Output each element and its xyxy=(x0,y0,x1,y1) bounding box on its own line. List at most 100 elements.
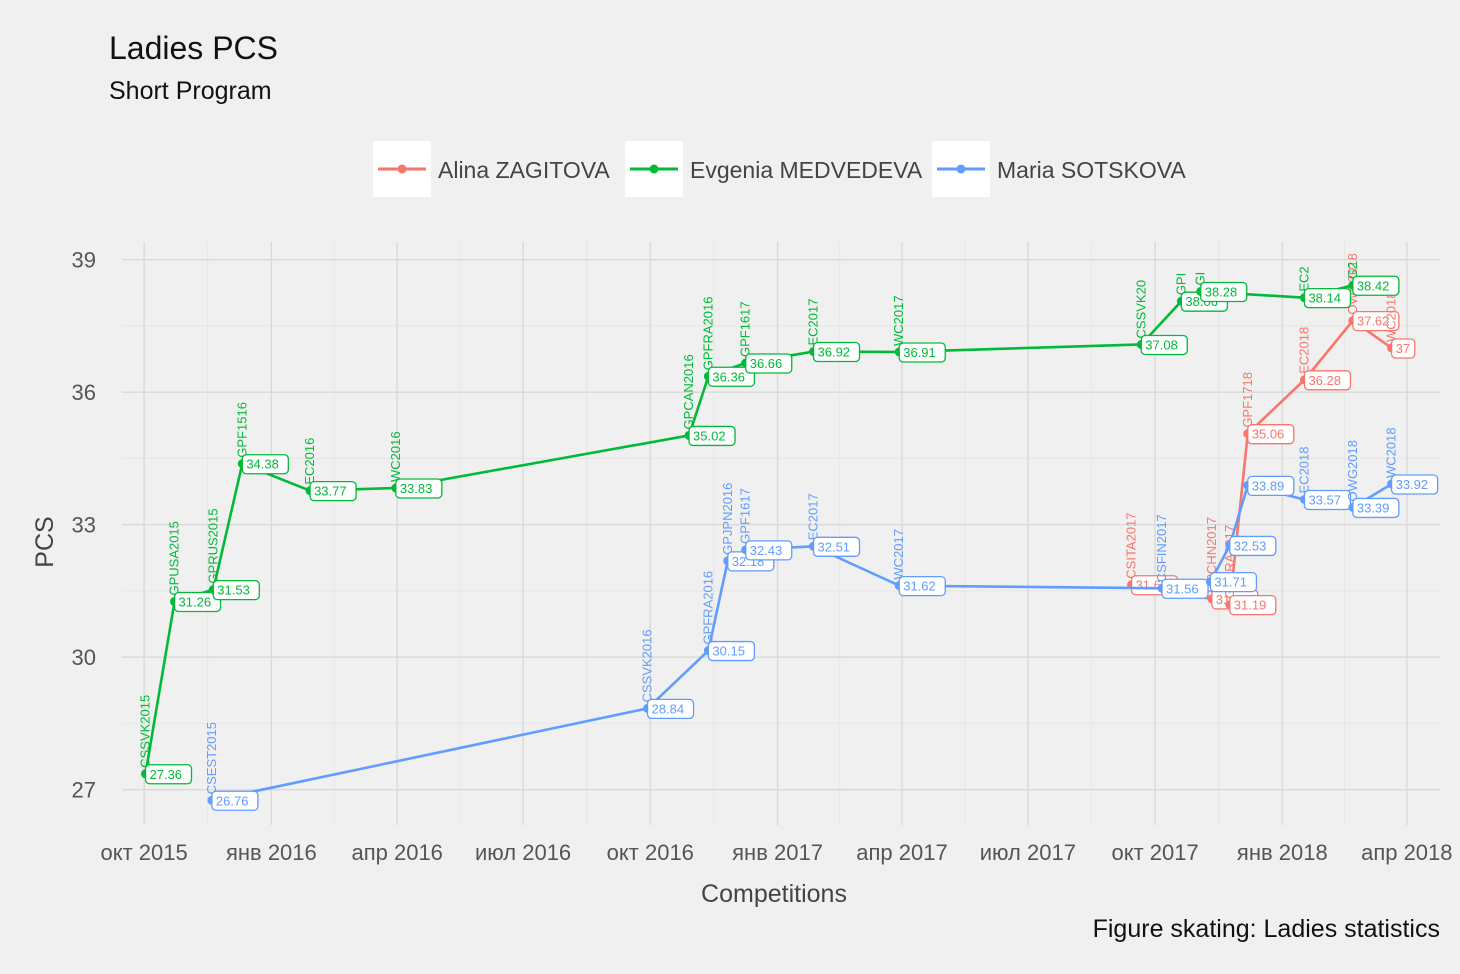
data-label: 32.43 xyxy=(750,543,783,558)
event-label: EC2 xyxy=(1296,266,1311,291)
data-label-box xyxy=(1247,475,1295,497)
chart-caption: Figure skating: Ladies statistics xyxy=(1093,915,1440,943)
x-tick-label: июл 2016 xyxy=(475,840,571,865)
event-label: CSSVK2016 xyxy=(640,629,655,702)
data-label-box xyxy=(1161,578,1209,599)
data-label-box xyxy=(1303,489,1352,511)
data-label: 33.92 xyxy=(1396,477,1429,492)
event-label: WC2018 xyxy=(1384,291,1399,342)
data-label-box xyxy=(1247,424,1295,445)
data-label-box xyxy=(1229,594,1277,616)
data-label-box xyxy=(1303,370,1352,391)
legend-label: Maria SOTSKOVA xyxy=(997,157,1186,183)
legend-key-point xyxy=(397,164,407,174)
event-label: GPFRA2016 xyxy=(700,297,715,371)
event-label: EC2018 xyxy=(1296,327,1311,374)
event-label: GPF1718 xyxy=(1240,372,1255,428)
event-label: CSSVK2015 xyxy=(138,695,153,768)
chart-title: Ladies PCS xyxy=(109,30,278,66)
x-tick-label: янв 2016 xyxy=(226,840,317,865)
data-label-box xyxy=(812,341,861,363)
data-label: 36.92 xyxy=(818,345,851,360)
event-label: GPF1617 xyxy=(738,488,753,544)
grid xyxy=(122,242,1440,825)
data-label: 37.62 xyxy=(1357,314,1390,329)
y-tick-label: 33 xyxy=(72,513,96,538)
legend-item-2: Evgenia MEDVEDEVA xyxy=(625,141,923,197)
event-label: EC2017 xyxy=(806,299,821,346)
series-layer: CSITA201731.64GPCHN201731.32GPFRA201731.… xyxy=(138,253,1439,811)
data-label: 35.06 xyxy=(1252,427,1285,442)
data-label: 34.38 xyxy=(246,457,279,472)
data-label: 33.83 xyxy=(400,481,433,496)
data-label: 31.71 xyxy=(1214,575,1247,590)
legend-key-point xyxy=(649,164,659,174)
axes: 27 30 33 36 39 окт 2015 янв 2016 апр 2016 июл 20… xyxy=(72,248,1453,865)
data-label-box xyxy=(1140,334,1188,356)
event-label: GPRUS2015 xyxy=(205,508,220,583)
x-tick-label: янв 2017 xyxy=(732,840,823,865)
x-tick-label: окт 2016 xyxy=(607,840,694,865)
legend-item-1: Alina ZAGITOVA xyxy=(373,141,610,197)
event-label: GPFRA2016 xyxy=(700,571,715,645)
data-label-box xyxy=(211,790,259,811)
event-label: EC2017 xyxy=(806,493,821,540)
event-label: GPF1617 xyxy=(738,301,753,357)
data-label: 32.53 xyxy=(1234,538,1267,553)
data-label-box xyxy=(646,698,695,720)
event-label: G2 xyxy=(1345,262,1360,279)
data-label-box xyxy=(1229,535,1277,557)
data-label-box xyxy=(212,579,260,601)
data-label: 31.26 xyxy=(179,595,212,610)
x-tick-label: июл 2017 xyxy=(980,840,1076,865)
data-label: 36.66 xyxy=(750,356,783,371)
y-tick-label: 39 xyxy=(72,248,96,273)
x-tick-label: апр 2017 xyxy=(856,840,947,865)
series-1: CSITA201731.64GPCHN201731.32GPFRA201731.… xyxy=(1124,253,1416,616)
y-tick-label: 30 xyxy=(72,645,96,670)
data-label: 30.15 xyxy=(712,644,745,659)
data-label-box xyxy=(1209,571,1258,593)
data-label: 31.56 xyxy=(1166,581,1199,596)
data-label-box xyxy=(241,454,289,475)
data-label: 37.08 xyxy=(1145,337,1178,352)
x-tick-label: окт 2015 xyxy=(101,840,188,865)
event-label: GPF1516 xyxy=(234,402,249,458)
data-label: 32.51 xyxy=(818,539,851,554)
event-label: GPUSA2015 xyxy=(167,521,182,595)
data-label: 36.91 xyxy=(903,345,936,360)
series-line xyxy=(211,482,1393,802)
data-label-box xyxy=(1352,275,1400,296)
data-label: 27.36 xyxy=(150,767,183,782)
x-tick-label: апр 2016 xyxy=(351,840,442,865)
event-label: WC2017 xyxy=(891,295,906,346)
y-tick-label: 27 xyxy=(72,778,96,803)
legend-label: Alina ZAGITOVA xyxy=(438,157,610,183)
event-label: CSEST2015 xyxy=(204,722,219,794)
event-label: CSFIN2017 xyxy=(1154,514,1169,582)
data-label: 28.84 xyxy=(652,701,685,716)
event-label: CSITA2017 xyxy=(1124,512,1139,578)
legend-key-point xyxy=(956,164,966,174)
data-label: 31.62 xyxy=(903,579,936,594)
x-tick-label: янв 2018 xyxy=(1237,840,1328,865)
y-tick-label: 36 xyxy=(72,380,96,405)
data-label: 37 xyxy=(1396,341,1410,356)
data-label-box xyxy=(309,481,357,502)
data-label: 26.76 xyxy=(216,793,249,808)
data-label-box xyxy=(745,540,793,561)
event-label: WC2018 xyxy=(1384,427,1399,478)
data-label: 38.28 xyxy=(1205,284,1238,299)
data-label-box xyxy=(1390,338,1416,359)
event-label: GPJPN2016 xyxy=(720,483,735,555)
data-label-box xyxy=(745,353,793,374)
data-label-box xyxy=(1390,474,1439,495)
data-label-box xyxy=(1200,281,1248,303)
data-label: 33.57 xyxy=(1308,492,1341,507)
data-label: 33.39 xyxy=(1357,500,1390,515)
data-label: 38.14 xyxy=(1308,291,1341,306)
data-label: 36.28 xyxy=(1308,373,1341,388)
data-label: 35.02 xyxy=(693,428,726,443)
data-label-box xyxy=(1352,310,1400,332)
